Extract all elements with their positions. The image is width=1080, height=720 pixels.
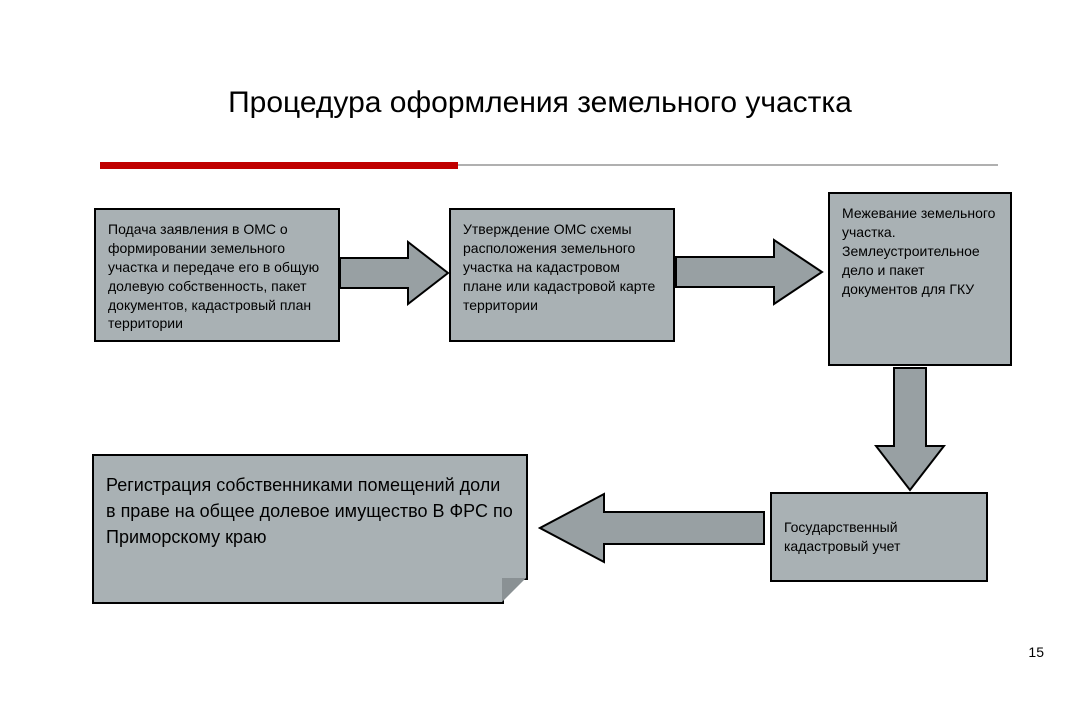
step-box-1-text: Подача заявления в ОМС о формировании зе… <box>108 221 319 331</box>
step-box-5: Регистрация собственниками помещений дол… <box>92 454 528 604</box>
step-box-2: Утверждение ОМС схемы расположения земел… <box>449 208 675 342</box>
title-rule <box>458 164 998 166</box>
step-box-3: Межевание земельного участка. Землеустро… <box>828 192 1012 366</box>
page-number: 15 <box>1028 644 1044 660</box>
arrow-4-5 <box>538 492 766 564</box>
accent-bar <box>100 162 458 169</box>
step-box-5-text: Регистрация собственниками помещений дол… <box>106 475 513 547</box>
slide-title: Процедура оформления земельного участка <box>0 86 1080 120</box>
arrow-3-4 <box>874 366 946 492</box>
step-box-1: Подача заявления в ОМС о формировании зе… <box>94 208 340 342</box>
step-box-4-text: Государственный кадастровый учет <box>784 518 974 556</box>
folded-corner-icon <box>502 578 528 604</box>
slide: Процедура оформления земельного участка … <box>0 0 1080 720</box>
step-box-2-text: Утверждение ОМС схемы расположения земел… <box>463 221 655 313</box>
arrow-1-2 <box>338 240 450 306</box>
step-box-4: Государственный кадастровый учет <box>770 492 988 582</box>
step-box-3-text: Межевание земельного участка. Землеустро… <box>842 205 995 297</box>
arrow-2-3 <box>674 238 824 306</box>
